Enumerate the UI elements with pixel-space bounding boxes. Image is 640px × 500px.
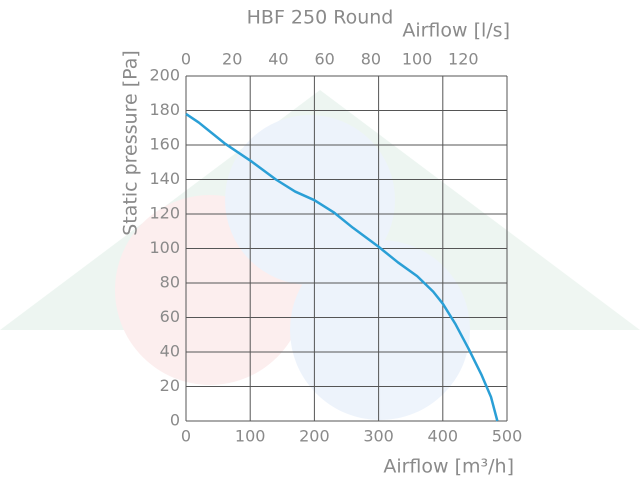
x2-tick-label: 0 <box>181 50 191 69</box>
x2-tick-label: 100 <box>402 50 433 69</box>
y-tick-label: 20 <box>160 376 180 395</box>
y-tick-label: 0 <box>170 411 180 430</box>
y-tick-label: 80 <box>160 273 180 292</box>
x2-tick-label: 40 <box>268 50 288 69</box>
x2-tick-label: 80 <box>361 50 381 69</box>
y-tick-label: 140 <box>149 169 180 188</box>
x-tick-label: 300 <box>363 427 394 446</box>
x-tick-label: 0 <box>181 427 191 446</box>
x-axis-label: Airflow [m³/h] <box>383 456 514 478</box>
y-tick-label: 100 <box>149 238 180 257</box>
chart-title: HBF 250 Round <box>247 7 394 29</box>
watermark <box>0 90 640 420</box>
y-tick-label: 200 <box>149 66 180 85</box>
y-tick-label: 180 <box>149 100 180 119</box>
x2-tick-label: 60 <box>314 50 334 69</box>
x2-tick-label: 120 <box>448 50 479 69</box>
y-axis-label: Static pressure [Pa] <box>120 50 142 236</box>
y-tick-label: 60 <box>160 307 180 326</box>
x2-tick-label: 20 <box>222 50 242 69</box>
y-tick-label: 160 <box>149 135 180 154</box>
x-tick-label: 400 <box>428 427 459 446</box>
curve <box>185 112 499 422</box>
x2-axis-label: Airflow [l/s] <box>402 20 510 42</box>
x-tick-label: 500 <box>492 427 523 446</box>
y-tick-label: 120 <box>149 204 180 223</box>
x-tick-label: 200 <box>299 427 330 446</box>
x-tick-label: 100 <box>235 427 266 446</box>
y-tick-label: 40 <box>160 342 180 361</box>
